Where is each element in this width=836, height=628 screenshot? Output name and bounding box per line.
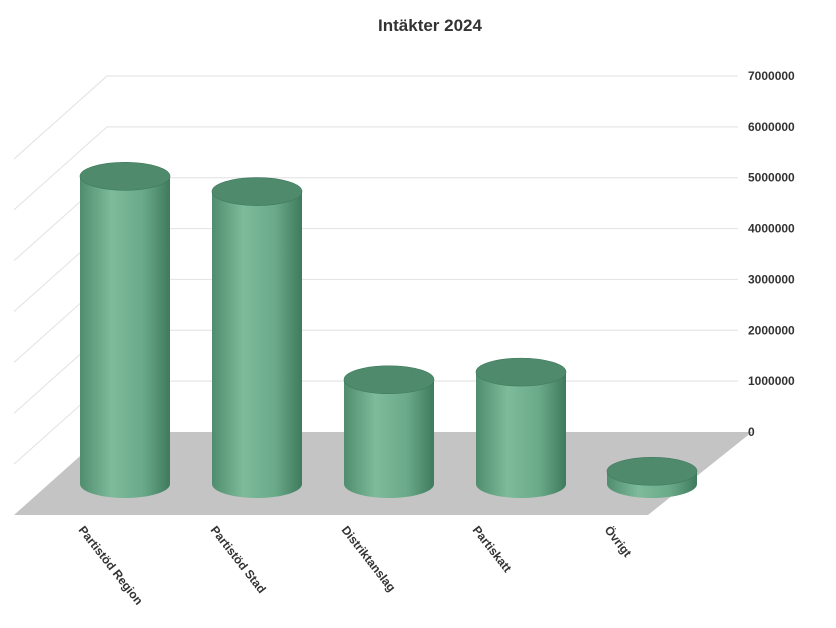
- bar-top: [211, 177, 303, 206]
- x-tick-label: Partiskatt: [470, 523, 515, 575]
- bar-body: [80, 176, 170, 499]
- bar: [211, 177, 303, 499]
- y-tick-label: 6000000: [748, 120, 795, 134]
- bar-body: [344, 379, 434, 498]
- y-tick-label: 7000000: [748, 69, 795, 83]
- x-tick-label: Distriktanslag: [339, 523, 399, 594]
- y-tick-label: 2000000: [748, 323, 795, 337]
- bars: [79, 162, 698, 499]
- bar: [343, 365, 435, 498]
- x-tick-label: Partistöd Stad: [208, 523, 269, 596]
- x-tick-label: Partistöd Region: [76, 523, 146, 607]
- bar: [606, 456, 698, 498]
- bar-top: [79, 162, 171, 191]
- gridline: [13, 75, 738, 160]
- chart-title: Intäkter 2024: [378, 16, 482, 35]
- bar-top: [606, 456, 698, 486]
- bar-body: [476, 372, 566, 498]
- x-tick-label: Övrigt: [602, 523, 636, 560]
- bar-top: [343, 365, 435, 395]
- y-tick-label: 3000000: [748, 272, 795, 286]
- x-axis-ticks: Partistöd Region Partistöd Stad Distriktan…: [76, 523, 636, 608]
- y-tick-label: 1000000: [748, 374, 795, 388]
- bar: [475, 357, 567, 498]
- bar-body: [212, 191, 302, 499]
- gridline: [13, 126, 738, 211]
- bar: [79, 162, 171, 499]
- y-tick-label: 0: [748, 425, 755, 439]
- bar-top: [475, 357, 567, 387]
- y-tick-label: 4000000: [748, 222, 795, 236]
- y-axis-ticks: 0 1000000 2000000 3000000 4000000 5000000 6000…: [748, 69, 795, 439]
- y-tick-label: 5000000: [748, 171, 795, 185]
